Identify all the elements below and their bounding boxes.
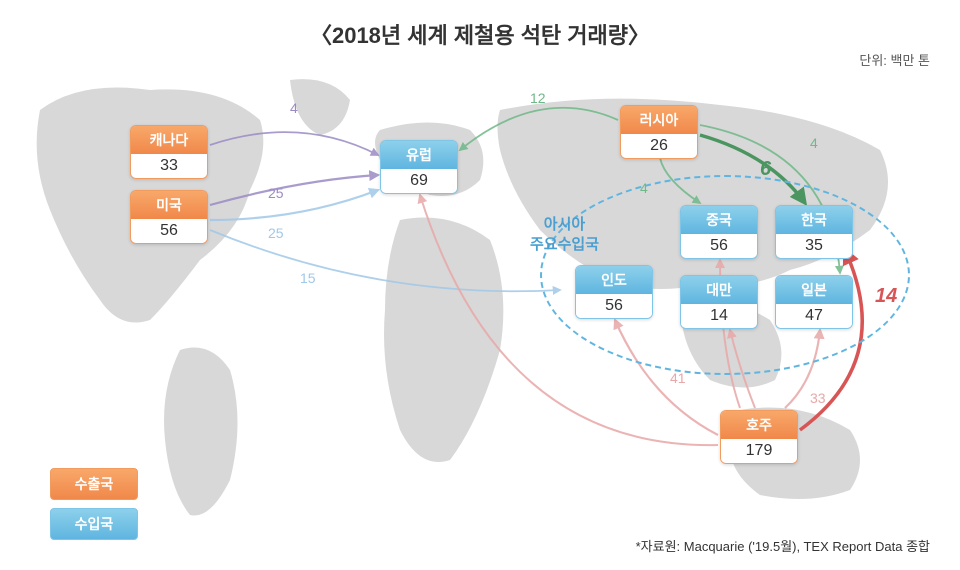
country-name: 한국 (776, 206, 852, 234)
country-india: 인도56 (575, 265, 653, 319)
country-europe: 유럽69 (380, 140, 458, 194)
flow-label-usa-asia: 15 (300, 270, 316, 286)
country-taiwan: 대만14 (680, 275, 758, 329)
country-value: 26 (621, 134, 697, 158)
country-name: 대만 (681, 276, 757, 304)
source-citation: *자료원: Macquarie ('19.5월), TEX Report Dat… (636, 536, 930, 555)
country-australia: 호주179 (720, 410, 798, 464)
flow-label-usa-europe-2: 25 (268, 225, 284, 241)
country-name: 유럽 (381, 141, 457, 169)
country-china: 중국56 (680, 205, 758, 259)
country-value: 69 (381, 169, 457, 193)
asia-region-label: 아시아주요수입국 (530, 215, 599, 254)
infographic-container: 〈2018년 세계 제철용 석탄 거래량〉 단위: 백만 톤 아시아주요수 (0, 0, 960, 570)
legend-exporter: 수출국 (50, 468, 138, 500)
country-value: 56 (131, 219, 207, 243)
country-value: 179 (721, 439, 797, 463)
country-value: 56 (576, 294, 652, 318)
legend-importer: 수입국 (50, 508, 138, 540)
flow-label-australia-india: 41 (670, 370, 686, 386)
country-name: 중국 (681, 206, 757, 234)
flow-label-australia-korea: 14 (875, 285, 897, 308)
country-value: 56 (681, 234, 757, 258)
flow-label-australia-japan: 33 (810, 390, 826, 406)
flow-label-russia-korea: 6 (760, 158, 771, 181)
country-name: 캐나다 (131, 126, 207, 154)
country-korea: 한국35 (775, 205, 853, 259)
country-russia: 러시아26 (620, 105, 698, 159)
country-name: 인도 (576, 266, 652, 294)
country-name: 러시아 (621, 106, 697, 134)
country-value: 47 (776, 304, 852, 328)
flow-label-russia-china: 4 (640, 180, 648, 196)
country-name: 미국 (131, 191, 207, 219)
country-value: 33 (131, 154, 207, 178)
country-value: 35 (776, 234, 852, 258)
country-name: 일본 (776, 276, 852, 304)
country-value: 14 (681, 304, 757, 328)
flow-label-russia-europe: 12 (530, 90, 546, 106)
title: 〈2018년 세계 제철용 석탄 거래량〉 (0, 18, 960, 50)
country-canada: 캐나다33 (130, 125, 208, 179)
flow-label-canada-europe: 4 (290, 100, 298, 116)
country-japan: 일본47 (775, 275, 853, 329)
country-name: 호주 (721, 411, 797, 439)
flow-label-usa-europe-1: 25 (268, 185, 284, 201)
flow-label-russia-japan: 4 (810, 135, 818, 151)
unit-label: 단위: 백만 톤 (859, 50, 930, 69)
country-usa: 미국56 (130, 190, 208, 244)
